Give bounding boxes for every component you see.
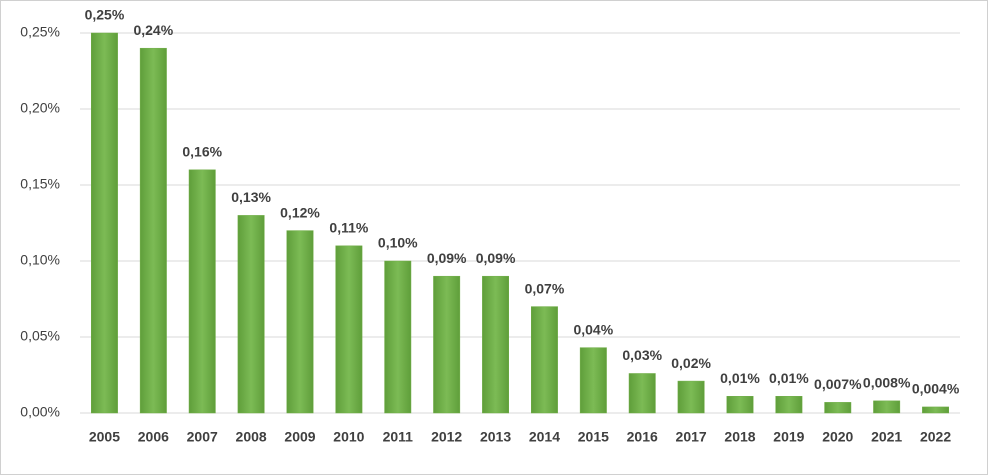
- value-label: 0,25%: [85, 7, 125, 23]
- value-label: 0,13%: [231, 189, 271, 205]
- value-label: 0,09%: [427, 250, 467, 266]
- bar: [628, 373, 656, 414]
- x-tick-label: 2018: [724, 429, 755, 445]
- value-label: 0,11%: [329, 220, 368, 236]
- x-tick-label: 2019: [773, 429, 804, 445]
- bar: [579, 347, 607, 414]
- x-tick-label: 2011: [383, 429, 414, 445]
- x-tick-label: 2015: [578, 429, 609, 445]
- x-tick-label: 2006: [138, 429, 169, 445]
- x-tick-label: 2017: [676, 429, 707, 445]
- value-label: 0,02%: [671, 355, 711, 371]
- value-label: 0,01%: [720, 370, 760, 386]
- bar: [286, 230, 314, 414]
- bar: [139, 47, 167, 414]
- x-tick-label: 2020: [822, 429, 853, 445]
- bar: [677, 380, 705, 414]
- x-tick-label: 2021: [871, 429, 902, 445]
- bar: [335, 245, 363, 414]
- value-label: 0,03%: [622, 347, 662, 363]
- bar: [775, 396, 803, 414]
- x-tick-label: 2008: [236, 429, 267, 445]
- x-tick-label: 2009: [284, 429, 315, 445]
- bar: [726, 396, 754, 414]
- value-label: 0,007%: [814, 376, 862, 392]
- bar: [530, 306, 558, 414]
- x-tick-label: 2010: [333, 429, 364, 445]
- x-tick-label: 2014: [529, 429, 560, 445]
- value-label: 0,24%: [133, 22, 173, 38]
- x-tick-label: 2022: [920, 429, 951, 445]
- bar: [873, 400, 901, 414]
- value-label: 0,10%: [378, 235, 418, 251]
- value-label: 0,12%: [280, 204, 320, 220]
- value-label: 0,004%: [912, 381, 960, 397]
- bar: [433, 275, 461, 414]
- y-tick-label: 0,20%: [20, 100, 60, 116]
- y-tick-label: 0,15%: [20, 176, 60, 192]
- bar: [824, 402, 852, 414]
- bar: [90, 32, 118, 414]
- x-tick-label: 2013: [480, 429, 511, 445]
- bar: [482, 275, 510, 414]
- value-label: 0,09%: [476, 250, 516, 266]
- value-label: 0,04%: [573, 321, 613, 337]
- value-label: 0,01%: [769, 370, 809, 386]
- y-tick-label: 0,25%: [20, 24, 60, 40]
- bar: [237, 215, 265, 414]
- value-label: 0,16%: [182, 144, 222, 160]
- bar: [384, 260, 412, 414]
- x-tick-label: 2005: [89, 429, 120, 445]
- y-tick-label: 0,10%: [20, 252, 60, 268]
- x-tick-label: 2007: [187, 429, 218, 445]
- bar: [188, 169, 216, 414]
- x-tick-label: 2012: [431, 429, 462, 445]
- bar: [922, 406, 950, 414]
- value-label: 0,07%: [525, 280, 565, 296]
- value-label: 0,008%: [863, 375, 911, 391]
- y-tick-label: 0,05%: [20, 328, 60, 344]
- y-tick-label: 0,00%: [20, 404, 60, 420]
- x-tick-label: 2016: [627, 429, 658, 445]
